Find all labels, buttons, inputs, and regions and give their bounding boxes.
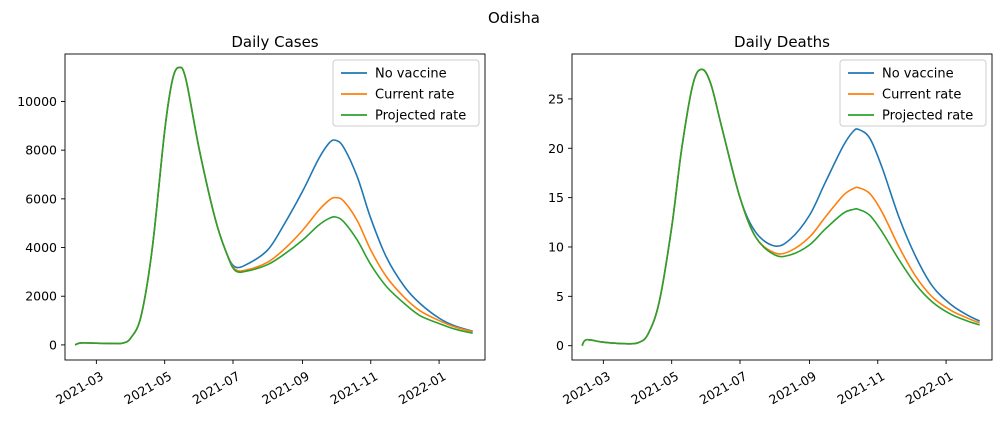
y-tick-label: 8000 bbox=[25, 143, 57, 158]
x-tick-label: 2021-03 bbox=[560, 368, 613, 407]
legend-box bbox=[332, 59, 480, 127]
series-line-projected-rate bbox=[581, 68, 980, 347]
figure-suptitle: Odisha bbox=[488, 9, 540, 27]
y-tick-label: 4000 bbox=[25, 240, 57, 255]
y-tick-label: 5 bbox=[556, 289, 564, 304]
legend-label-projected-rate: Projected rate bbox=[375, 109, 466, 124]
y-tick-label: 10000 bbox=[17, 94, 57, 109]
series-line-projected-rate bbox=[74, 66, 473, 346]
y-tick-label: 20 bbox=[548, 141, 564, 156]
chart-title: Daily Cases bbox=[231, 33, 318, 51]
y-tick-label: 6000 bbox=[25, 191, 57, 206]
x-tick-label: 2021-09 bbox=[766, 368, 819, 407]
x-tick-label: 2021-03 bbox=[53, 368, 106, 407]
legend-label-current-rate: Current rate bbox=[882, 88, 961, 103]
daily-cases-panel: Daily Cases 0 2000 4000 6000 8000 10000 2021-03… bbox=[17, 33, 486, 407]
chart-title: Daily Deaths bbox=[734, 33, 830, 51]
legend-label-no-vaccine: No vaccine bbox=[882, 67, 954, 82]
y-tick-label: 0 bbox=[49, 337, 57, 352]
plot-frame bbox=[64, 53, 486, 361]
x-tick-label: 2021-09 bbox=[259, 368, 312, 407]
x-tick-label: 2021-11 bbox=[328, 368, 381, 407]
y-tick-label: 0 bbox=[556, 338, 564, 353]
series-lines bbox=[74, 66, 473, 346]
x-tick-label: 2022-01 bbox=[903, 368, 956, 407]
legend-label-current-rate: Current rate bbox=[375, 88, 454, 103]
legend-box bbox=[839, 59, 987, 127]
series-lines bbox=[581, 68, 981, 347]
legend-label-no-vaccine: No vaccine bbox=[375, 67, 447, 82]
x-tick-label: 2021-07 bbox=[697, 368, 750, 407]
y-tick-label: 25 bbox=[548, 91, 564, 106]
x-tick-label: 2021-07 bbox=[190, 368, 243, 407]
daily-deaths-panel: Daily Deaths 0 5 10 15 20 25 2021-03 2021-05 2021… bbox=[548, 33, 993, 407]
y-tick-label: 2000 bbox=[25, 289, 57, 304]
y-tick-label: 15 bbox=[548, 190, 564, 205]
x-tick-label: 2021-11 bbox=[835, 368, 888, 407]
x-tick-label: 2022-01 bbox=[396, 368, 449, 407]
plot-frame bbox=[571, 53, 993, 361]
x-tick-label: 2021-05 bbox=[121, 368, 174, 407]
x-tick-label: 2021-05 bbox=[628, 368, 681, 407]
y-tick-label: 10 bbox=[548, 239, 564, 254]
legend-label-projected-rate: Projected rate bbox=[882, 109, 973, 124]
